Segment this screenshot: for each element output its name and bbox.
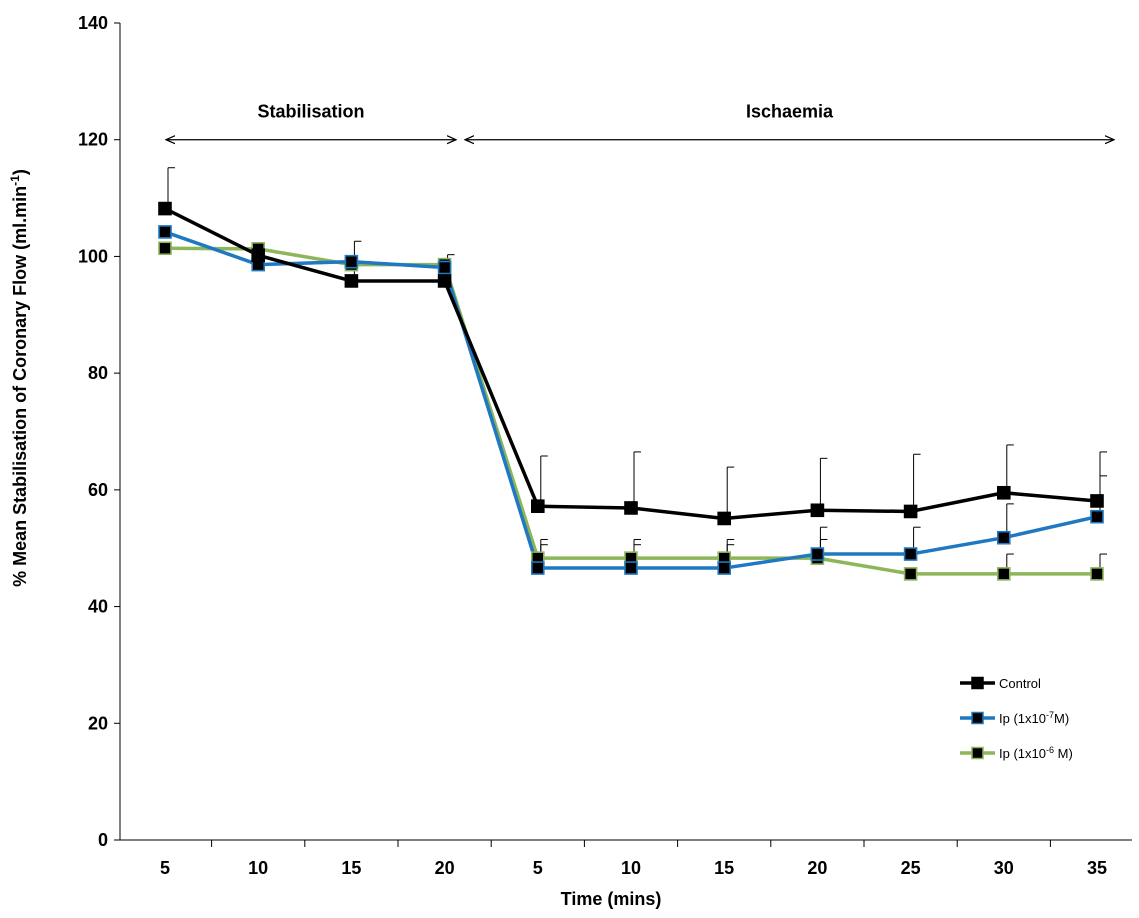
- x-tick-label: 15: [714, 858, 734, 878]
- legend-label-sup: -6: [1046, 745, 1054, 755]
- y-tick-label: 80: [88, 363, 108, 383]
- phase-label: Ischaemia: [746, 102, 834, 122]
- y-tick-label: 140: [78, 13, 108, 33]
- data-point: [996, 530, 1011, 545]
- legend-label-end: M): [1054, 711, 1069, 726]
- y-tick-label: 20: [88, 713, 108, 733]
- data-point: [344, 274, 359, 288]
- data-point: [158, 201, 172, 216]
- legend-label-sup: -7: [1046, 710, 1054, 720]
- data-point: [530, 499, 545, 513]
- y-tick-label: 120: [78, 130, 108, 150]
- y-tick-label: 0: [98, 830, 108, 850]
- y-axis-title-end: ): [10, 169, 30, 175]
- phase-annotations: Stabilisation Ischaemia: [167, 102, 1113, 140]
- data-point: [437, 260, 452, 275]
- data-point: [903, 567, 918, 581]
- x-tick-label: 20: [807, 858, 827, 878]
- data-point: [251, 248, 265, 263]
- x-tick-label: 10: [248, 858, 268, 878]
- series-line: [164, 230, 1098, 570]
- legend-swatch-marker: [971, 711, 984, 725]
- series-line: [164, 246, 1097, 576]
- data-point: [717, 561, 732, 575]
- legend-label: Ip (1x10-6 M): [999, 745, 1073, 761]
- y-axis-title: % Mean Stabilisation of Coronary Flow (m…: [8, 169, 30, 587]
- x-tick-label: 10: [621, 858, 641, 878]
- y-axis: 0 20 40 60 80 100 120 140: [78, 13, 121, 850]
- legend-label: Ip (1x10-7M): [999, 710, 1069, 726]
- data-point: [624, 561, 638, 575]
- x-axis-title: Time (mins): [561, 889, 662, 909]
- legend-label: Control: [999, 676, 1041, 691]
- data-point: [996, 485, 1011, 500]
- phase-label: Stabilisation: [257, 102, 364, 122]
- data-point: [717, 511, 732, 526]
- series-markers: [158, 201, 1104, 581]
- x-tick-label: 35: [1087, 858, 1107, 878]
- data-point: [1090, 567, 1104, 581]
- data-point: [158, 225, 172, 239]
- series-lines: [164, 207, 1098, 576]
- legend-label-main: Ip (1x10: [999, 711, 1046, 726]
- legend-label-end: M): [1054, 746, 1073, 761]
- data-point: [1090, 509, 1104, 524]
- data-point: [437, 274, 452, 288]
- data-point: [810, 547, 825, 561]
- data-point: [344, 254, 359, 269]
- y-tick-label: 100: [78, 246, 108, 266]
- legend-swatch-marker: [971, 746, 984, 760]
- y-tick-label: 40: [88, 597, 108, 617]
- data-point: [810, 503, 825, 518]
- data-point: [158, 241, 172, 256]
- x-tick-label: 5: [533, 858, 543, 878]
- x-axis: 5 10 15 20 5 10 15 20 25 30 35: [120, 839, 1132, 878]
- x-tick-label: 5: [160, 858, 170, 878]
- x-tick-label: 15: [341, 858, 361, 878]
- x-tick-label: 30: [994, 858, 1014, 878]
- data-point: [903, 547, 918, 561]
- legend-swatch-marker: [971, 676, 984, 690]
- y-tick-label: 60: [88, 480, 108, 500]
- y-axis-title-sup: -1: [8, 175, 22, 186]
- x-tick-label: 20: [435, 858, 455, 878]
- data-point: [903, 504, 918, 519]
- legend-label-main: Control: [999, 676, 1041, 691]
- y-axis-title-main: % Mean Stabilisation of Coronary Flow (m…: [10, 186, 30, 587]
- data-point: [530, 561, 545, 575]
- legend-label-main: Ip (1x10: [999, 746, 1046, 761]
- x-tick-label: 25: [901, 858, 921, 878]
- data-point: [1090, 494, 1104, 508]
- data-point: [996, 567, 1011, 581]
- data-point: [624, 501, 638, 515]
